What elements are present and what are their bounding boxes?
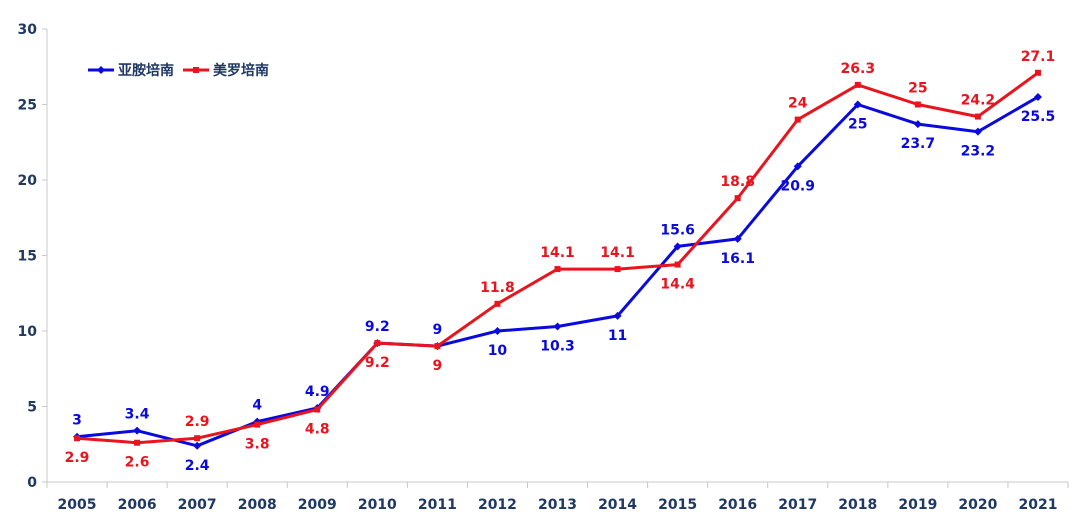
data-point xyxy=(193,441,202,450)
data-label: 3.8 xyxy=(245,437,270,453)
data-label: 14.1 xyxy=(540,245,575,261)
data-point xyxy=(133,426,142,435)
x-tick-label: 2008 xyxy=(238,497,277,513)
x-tick-label: 2007 xyxy=(178,497,217,513)
data-label: 27.1 xyxy=(1021,49,1056,65)
x-tick-label: 2013 xyxy=(538,497,577,513)
data-label: 4 xyxy=(252,398,262,414)
x-tick-label: 2020 xyxy=(958,497,997,513)
x-tick-label: 2017 xyxy=(778,497,817,513)
data-label: 16.1 xyxy=(720,251,755,267)
data-label: 2.6 xyxy=(125,455,150,471)
data-point xyxy=(734,195,741,202)
data-label: 25 xyxy=(908,81,927,97)
data-label: 9 xyxy=(433,322,443,338)
data-point xyxy=(194,435,201,442)
data-point xyxy=(913,120,922,129)
data-label: 10.3 xyxy=(540,338,575,354)
x-tick-label: 2014 xyxy=(598,497,637,513)
data-label: 4.8 xyxy=(305,422,330,438)
data-label: 25 xyxy=(848,117,867,133)
data-label: 3.4 xyxy=(125,407,150,423)
x-tick-label: 2021 xyxy=(1018,497,1057,513)
legend-marker xyxy=(193,67,199,73)
data-point xyxy=(134,439,141,446)
data-point xyxy=(854,81,861,88)
data-label: 14.4 xyxy=(660,277,695,293)
data-point xyxy=(434,343,441,350)
data-point xyxy=(853,100,862,109)
y-tick-label: 20 xyxy=(18,173,38,189)
data-point xyxy=(793,162,802,171)
data-label: 15.6 xyxy=(660,222,695,238)
y-tick-label: 5 xyxy=(27,400,37,416)
data-label: 4.9 xyxy=(305,384,330,400)
data-label: 11.8 xyxy=(480,280,515,296)
data-label: 9.2 xyxy=(365,319,390,335)
data-point xyxy=(554,266,561,273)
x-tick-label: 2010 xyxy=(358,497,397,513)
data-label: 25.5 xyxy=(1021,109,1056,125)
data-point xyxy=(733,234,742,243)
data-point xyxy=(1033,92,1042,101)
data-point xyxy=(614,266,621,273)
y-tick-label: 0 xyxy=(27,475,37,491)
data-label: 2.9 xyxy=(185,414,210,430)
data-label: 18.8 xyxy=(720,174,755,190)
data-label: 23.2 xyxy=(961,144,996,160)
legend-marker xyxy=(97,66,105,74)
x-tick-label: 2005 xyxy=(58,497,97,513)
x-tick-label: 2011 xyxy=(418,497,457,513)
data-label: 20.9 xyxy=(780,178,815,194)
data-label: 3 xyxy=(72,413,82,429)
x-tick-label: 2016 xyxy=(718,497,757,513)
x-tick-label: 2012 xyxy=(478,497,517,513)
y-tick-label: 10 xyxy=(18,324,38,340)
legend-label: 亚胺培南 xyxy=(118,62,174,79)
data-label: 14.1 xyxy=(600,245,635,261)
data-label: 26.3 xyxy=(841,61,876,77)
data-label: 10 xyxy=(488,343,508,359)
chart-axes: 0 5 10 15 20 25 30 2005 2006 2007 2008 2009 2010 2011… xyxy=(18,22,1069,513)
y-tick-label: 25 xyxy=(18,98,37,114)
data-labels: 3 2.9 3.4 2.6 2.4 2.9 4 3.8 4.9 4.8 9.2 9.2 9 9 10 11.8… xyxy=(65,49,1056,474)
data-point xyxy=(973,127,982,136)
data-point xyxy=(314,406,321,413)
data-point xyxy=(613,311,622,320)
chart-legend: 亚胺培南 美罗培南 xyxy=(88,62,269,79)
y-tick-label: 30 xyxy=(18,22,38,38)
x-tick-label: 2006 xyxy=(118,497,157,513)
data-point xyxy=(553,322,562,331)
x-tick-label: 2019 xyxy=(898,497,937,513)
data-label: 2.9 xyxy=(65,450,90,466)
data-point xyxy=(74,435,81,442)
data-point xyxy=(1034,69,1041,76)
data-label: 2.4 xyxy=(185,458,210,474)
legend-label: 美罗培南 xyxy=(213,62,269,79)
data-point xyxy=(374,340,381,347)
data-label: 9 xyxy=(433,358,443,374)
series-lines xyxy=(73,69,1042,450)
data-label: 24.2 xyxy=(961,93,996,109)
x-tick-label: 2018 xyxy=(838,497,877,513)
data-point xyxy=(673,242,682,251)
data-label: 11 xyxy=(608,328,627,344)
y-tick-label: 15 xyxy=(18,249,37,265)
data-point xyxy=(914,101,921,108)
x-tick-label: 2009 xyxy=(298,497,337,513)
data-point xyxy=(974,113,981,120)
data-point xyxy=(794,116,801,123)
data-point xyxy=(493,327,502,335)
x-tick-label: 2015 xyxy=(658,497,697,513)
data-point xyxy=(494,300,501,307)
data-point xyxy=(254,421,261,428)
data-label: 24 xyxy=(788,96,808,112)
data-label: 9.2 xyxy=(365,355,390,371)
data-point xyxy=(674,261,681,268)
data-label: 23.7 xyxy=(901,136,936,152)
